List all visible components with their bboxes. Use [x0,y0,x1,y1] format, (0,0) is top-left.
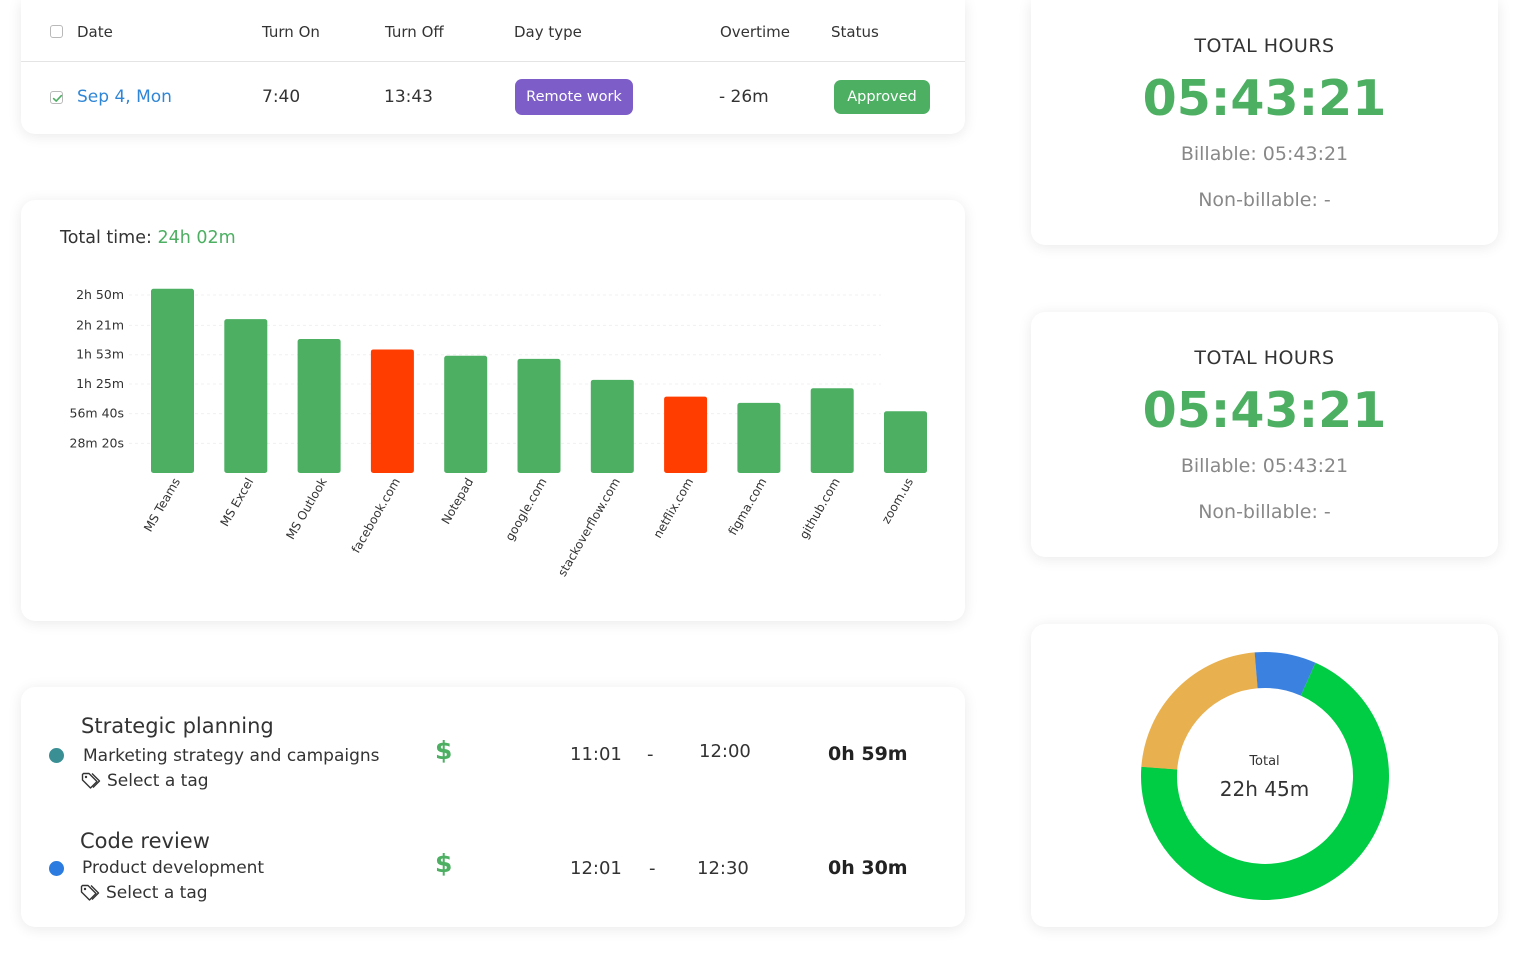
donut-segment[interactable] [1140,652,1389,900]
bar-google-com[interactable] [517,358,561,473]
header-overtime[interactable]: Overtime [720,23,790,41]
entry-title[interactable]: Strategic planning [81,714,274,738]
row-turn-off: 13:43 [384,87,433,107]
bar-figma-com[interactable] [737,402,781,473]
header-status[interactable]: Status [831,23,879,41]
time-separator: - [649,858,656,879]
x-tick-label: netflix.com [651,476,697,541]
billable-dollar-icon[interactable]: $ [435,736,453,765]
entry-start-time[interactable]: 11:01 [570,744,622,765]
x-tick-label: MS Teams [141,476,183,535]
list-item[interactable]: Code review Product development Select a… [21,827,965,927]
bar-zoom-us[interactable] [884,411,927,473]
y-tick-label: 2h 50m [76,287,124,302]
y-tick-label: 56m 40s [70,406,124,421]
bar-ms-excel[interactable] [224,319,268,473]
header-turn-off[interactable]: Turn Off [385,23,444,41]
bar-ms-teams[interactable] [151,288,194,473]
entry-end-time[interactable]: 12:30 [697,858,749,879]
entry-project[interactable]: Product development [82,858,265,878]
donut-total-label: Total [1249,754,1280,769]
bar-notepad[interactable] [444,355,488,473]
entry-duration: 0h 59m [828,743,908,765]
project-color-dot [49,748,64,763]
bar-stackoverflow-com[interactable] [590,379,634,473]
billable-dollar-icon[interactable]: $ [435,849,453,878]
tag-icon [80,884,100,901]
x-tick-label: google.com [502,476,549,544]
total-time: Total time: 24h 02m [60,228,236,248]
total-hours-card: TOTAL HOURS 05:43:21 Billable: 05:43:21 … [1031,0,1498,245]
x-tick-label: figma.com [726,476,770,538]
donut-total-value: 22h 45m [1219,777,1310,801]
entry-start-time[interactable]: 12:01 [570,858,622,879]
total-time-value: 24h 02m [157,228,236,248]
bar-netflix-com[interactable] [664,396,708,473]
list-item[interactable]: Strategic planning Marketing strategy an… [21,712,965,812]
y-tick-label: 2h 21m [76,317,124,332]
entry-end-time[interactable]: 12:00 [699,741,751,762]
total-hours-value: 05:43:21 [1142,70,1387,127]
billable-hours: Billable: 05:43:21 [1180,455,1349,477]
header-date[interactable]: Date [77,23,113,41]
y-tick-label: 1h 25m [76,376,124,391]
donut-chart [1140,652,1389,900]
tag-icon [81,772,101,789]
entry-project[interactable]: Marketing strategy and campaigns [83,746,380,766]
total-hours-label: TOTAL HOURS [1194,347,1335,369]
select-tag-button[interactable]: Select a tag [81,771,209,791]
activity-bar-chart: 28m 20s 56m 40s 1h 25m 1h 53m 2h 21m 2h 50m MS… [70,287,927,579]
select-all-checkbox[interactable] [50,25,63,38]
header-turn-on[interactable]: Turn On [262,23,320,41]
non-billable-hours: Non-billable: - [1198,501,1331,523]
y-tick-label: 28m 20s [70,435,124,450]
total-hours-label: TOTAL HOURS [1194,35,1335,57]
header-day-type[interactable]: Day type [514,23,582,41]
entry-title[interactable]: Code review [80,829,210,853]
total-time-label: Total time: [60,228,152,248]
bar-github-com[interactable] [810,388,854,473]
total-hours-value: 05:43:21 [1142,382,1387,439]
select-tag-label: Select a tag [107,771,209,791]
check-icon [52,94,63,102]
row-date-link[interactable]: Sep 4, Mon [77,87,172,107]
billable-hours: Billable: 05:43:21 [1180,143,1349,165]
select-tag-label: Select a tag [106,883,208,903]
x-tick-label: MS Outlook [283,475,329,541]
row-turn-on: 7:40 [262,87,301,107]
status-badge[interactable]: Approved [834,80,930,114]
timesheet-list: Strategic planning Marketing strategy an… [21,687,965,927]
total-hours-card: TOTAL HOURS 05:43:21 Billable: 05:43:21 … [1031,312,1498,557]
non-billable-hours: Non-billable: - [1198,189,1331,211]
row-overtime: - 26m [719,87,769,107]
x-tick-label: Notepad [439,476,477,527]
select-tag-button[interactable]: Select a tag [80,883,208,903]
activity-chart-card: Total time: 24h 02m 28m 20s 56m 40s 1h 25m… [21,200,965,621]
x-tick-label: zoom.us [879,476,916,527]
attendance-table: Date Turn On Turn Off Day type Overtime … [21,0,965,134]
y-tick-label: 1h 53m [76,347,124,362]
bar-ms-outlook[interactable] [297,338,341,473]
entry-duration: 0h 30m [828,857,908,879]
day-type-badge[interactable]: Remote work [515,79,633,115]
time-separator: - [647,744,654,765]
donut-chart-card: Total 22h 45m [1031,624,1498,927]
x-tick-label: stackoverflow.com [555,476,623,579]
table-header: Date Turn On Turn Off Day type Overtime … [21,0,965,62]
project-color-dot [49,861,64,876]
row-checkbox[interactable] [50,91,63,104]
bar-facebook-com[interactable] [370,349,414,473]
x-tick-label: MS Excel [217,476,256,529]
x-tick-label: facebook.com [349,476,403,556]
x-tick-label: github.com [797,476,843,542]
